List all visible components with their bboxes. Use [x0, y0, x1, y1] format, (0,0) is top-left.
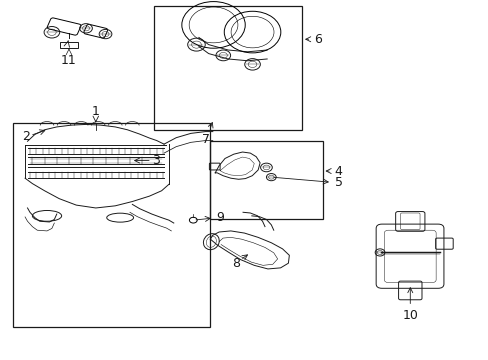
Text: 7: 7: [202, 122, 213, 147]
Bar: [13, 123, 210, 327]
Text: 8: 8: [231, 255, 247, 270]
Text: 2: 2: [22, 130, 45, 144]
Text: 6: 6: [305, 33, 322, 46]
Text: 1: 1: [92, 105, 100, 118]
Bar: [60, 42, 78, 48]
Text: 10: 10: [402, 288, 417, 322]
Text: 4: 4: [325, 165, 342, 177]
Text: 11: 11: [61, 54, 77, 67]
Text: 9: 9: [196, 211, 224, 224]
Bar: [154, 6, 302, 130]
Bar: [210, 140, 322, 220]
Text: 3: 3: [134, 154, 160, 167]
Text: 5: 5: [273, 176, 342, 189]
